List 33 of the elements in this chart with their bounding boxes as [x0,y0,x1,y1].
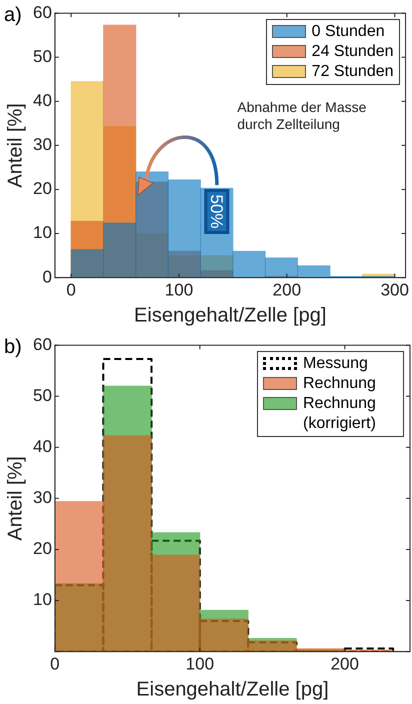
x-tick-label: 200 [330,654,359,674]
y-tick-label: 20 [32,539,52,558]
x-tick-label: 200 [272,280,302,300]
legend-label: 72 Stunden [312,62,394,82]
chart-title: b) [4,336,22,359]
y-tick-label: 40 [32,437,52,456]
y-axis-title: Anteil [%] [4,103,27,188]
y-tick-label: 0 [42,267,52,286]
legend-label: 0 Stunden [312,22,385,42]
x-tick-label: 0 [66,280,76,300]
x-tick-label: 300 [380,280,409,300]
legend-label: 24 Stunden [312,42,394,62]
x-tick-label: 100 [186,654,214,674]
y-tick-label: 40 [32,91,52,110]
y-tick-label: 50 [32,386,52,405]
chart-title: a) [4,4,22,27]
x-axis-title: Eisengehalt/Zelle [pg] [136,678,329,701]
x-axis-title: Eisengehalt/Zelle [pg] [134,304,326,327]
y-tick-label: 60 [32,334,52,354]
y-tick-label: 30 [32,135,52,154]
legend-label: Rechnung (korrigiert) [303,394,377,434]
x-tick-label: 100 [164,280,194,300]
y-axis-title: Anteil [%] [4,456,27,541]
annotation: 50% [207,194,226,229]
y-tick-label: 10 [32,590,52,610]
annotation: Abnahme der Masse durch Zellteilung [237,99,367,132]
legend-label: Messung [303,354,368,374]
y-tick-label: 60 [32,2,52,22]
y-tick-label: 20 [32,179,52,198]
y-tick-label: 30 [32,488,52,508]
y-tick-label: 10 [32,223,52,242]
y-tick-label: 50 [32,46,52,66]
legend-label: Rechnung [303,374,376,394]
